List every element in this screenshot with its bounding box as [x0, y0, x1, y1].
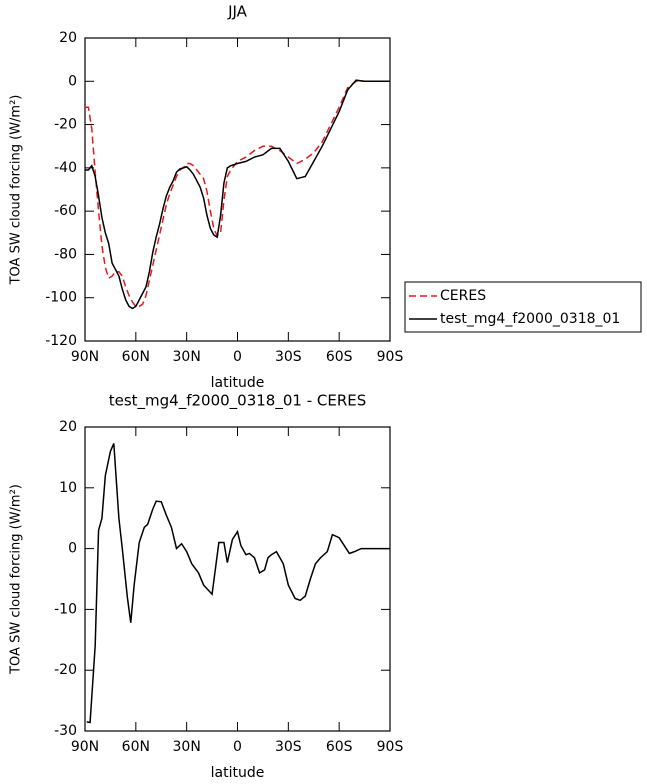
- x-tick-label: 0: [233, 739, 242, 755]
- y-tick-label: -20: [54, 117, 77, 133]
- x-tick-label: 60S: [326, 349, 353, 365]
- y-tick-label: -10: [54, 601, 77, 617]
- x-tick-label: 90S: [377, 349, 404, 365]
- x-axis-label: latitude: [211, 375, 265, 391]
- y-axis-label: TOA SW cloud forcing (W/m²): [9, 95, 24, 286]
- x-tick-label: 30S: [275, 349, 302, 365]
- x-tick-label: 60N: [122, 739, 150, 755]
- x-tick-label: 30N: [173, 739, 201, 755]
- y-tick-label: -20: [54, 662, 77, 678]
- x-tick-label: 90N: [71, 349, 99, 365]
- plot-frame: [84, 426, 391, 732]
- x-tick-label: 60N: [122, 349, 150, 365]
- x-tick-label: 30S: [275, 739, 302, 755]
- plot-frame: [84, 37, 391, 342]
- x-tick-label: 0: [233, 349, 242, 365]
- data-line: [85, 79, 390, 310]
- data-line: [85, 80, 390, 308]
- x-tick-label: 30N: [173, 349, 201, 365]
- y-tick-label: 0: [68, 73, 77, 89]
- y-tick-label: -120: [45, 333, 77, 349]
- y-axis-label: TOA SW cloud forcing (W/m²): [9, 484, 24, 675]
- y-tick-label: 20: [59, 419, 77, 435]
- chart-title: JJA: [227, 3, 248, 21]
- chart-title: test_mg4_f2000_0318_01 - CERES: [109, 392, 367, 411]
- y-tick-label: -60: [54, 203, 77, 219]
- y-tick-label: -80: [54, 246, 77, 262]
- y-tick-label: 20: [59, 30, 77, 46]
- legend-label: CERES: [440, 288, 486, 304]
- x-tick-label: 60S: [326, 739, 353, 755]
- x-tick-label: 90N: [71, 739, 99, 755]
- data-line: [86, 443, 390, 724]
- x-tick-label: 90S: [377, 739, 404, 755]
- y-tick-label: -100: [45, 290, 77, 306]
- y-tick-label: 10: [59, 480, 77, 496]
- y-tick-label: -30: [54, 723, 77, 739]
- legend-box: [404, 281, 642, 333]
- x-axis-label: latitude: [211, 765, 265, 781]
- y-tick-label: -40: [54, 160, 77, 176]
- y-tick-label: 0: [68, 541, 77, 557]
- legend-label: test_mg4_f2000_0318_01: [440, 311, 620, 327]
